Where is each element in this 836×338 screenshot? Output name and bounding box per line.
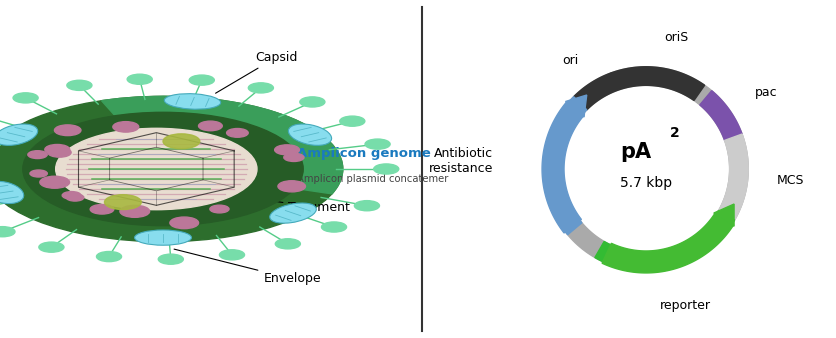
Text: Antibiotic
resistance: Antibiotic resistance <box>429 147 493 175</box>
Circle shape <box>283 153 304 162</box>
Circle shape <box>113 122 139 132</box>
Ellipse shape <box>288 124 332 145</box>
Ellipse shape <box>0 182 23 203</box>
Circle shape <box>38 242 64 252</box>
Polygon shape <box>714 204 734 226</box>
Polygon shape <box>700 91 742 140</box>
Circle shape <box>120 205 150 217</box>
Circle shape <box>300 97 325 107</box>
Circle shape <box>66 194 84 201</box>
Circle shape <box>322 222 347 232</box>
Polygon shape <box>565 95 587 117</box>
Text: pA: pA <box>620 142 651 162</box>
Circle shape <box>374 164 399 174</box>
Polygon shape <box>602 214 733 273</box>
Text: Amplicon plasmid concatemer: Amplicon plasmid concatemer <box>297 174 448 184</box>
Text: Tegument: Tegument <box>207 191 350 214</box>
Circle shape <box>158 254 183 264</box>
Circle shape <box>220 250 245 260</box>
Text: MCS: MCS <box>777 174 804 187</box>
Circle shape <box>210 205 229 213</box>
Circle shape <box>54 125 81 136</box>
Circle shape <box>248 83 273 93</box>
Circle shape <box>56 128 257 210</box>
Polygon shape <box>543 97 587 235</box>
Circle shape <box>104 195 141 210</box>
Text: ori: ori <box>562 54 579 67</box>
Circle shape <box>339 116 364 126</box>
Circle shape <box>170 217 199 228</box>
Circle shape <box>127 74 152 84</box>
Polygon shape <box>611 67 705 100</box>
Circle shape <box>30 170 48 177</box>
Circle shape <box>227 128 248 137</box>
Ellipse shape <box>135 230 191 245</box>
Circle shape <box>13 93 38 103</box>
Polygon shape <box>595 211 735 271</box>
Polygon shape <box>573 73 617 110</box>
Wedge shape <box>101 96 343 194</box>
Text: pac: pac <box>755 87 777 99</box>
Circle shape <box>189 75 214 85</box>
Circle shape <box>96 251 121 262</box>
Circle shape <box>198 121 222 131</box>
Circle shape <box>48 148 71 157</box>
Circle shape <box>275 145 299 155</box>
Circle shape <box>40 176 69 188</box>
Circle shape <box>354 201 380 211</box>
Polygon shape <box>542 102 584 233</box>
Circle shape <box>275 239 300 249</box>
Text: 2: 2 <box>670 126 680 140</box>
Ellipse shape <box>165 94 221 109</box>
Circle shape <box>28 151 47 159</box>
Circle shape <box>90 204 114 214</box>
Polygon shape <box>718 134 748 220</box>
Ellipse shape <box>0 124 38 145</box>
Circle shape <box>278 181 305 192</box>
Circle shape <box>0 226 15 237</box>
Circle shape <box>365 139 390 149</box>
Text: Envelope: Envelope <box>174 249 321 285</box>
Circle shape <box>23 112 303 226</box>
Ellipse shape <box>270 203 316 223</box>
Polygon shape <box>543 67 748 271</box>
Text: Amplicon genome: Amplicon genome <box>222 147 431 161</box>
Circle shape <box>45 144 69 154</box>
Text: oriS: oriS <box>665 31 689 44</box>
Circle shape <box>67 80 92 90</box>
Circle shape <box>163 134 200 149</box>
Text: reporter: reporter <box>660 299 711 312</box>
Text: 5.7 kbp: 5.7 kbp <box>620 175 672 190</box>
Circle shape <box>62 192 81 199</box>
Text: Capsid: Capsid <box>216 51 298 93</box>
Circle shape <box>0 96 343 242</box>
